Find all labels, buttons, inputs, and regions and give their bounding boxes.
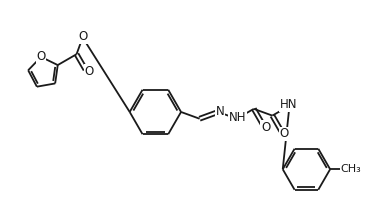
Text: O: O (261, 121, 270, 134)
Text: O: O (280, 127, 289, 140)
Text: O: O (37, 50, 46, 63)
Text: N: N (216, 105, 224, 119)
Text: HN: HN (280, 98, 297, 111)
Text: O: O (85, 65, 94, 78)
Text: NH: NH (229, 111, 246, 124)
Text: CH₃: CH₃ (341, 164, 361, 174)
Text: O: O (78, 30, 87, 43)
